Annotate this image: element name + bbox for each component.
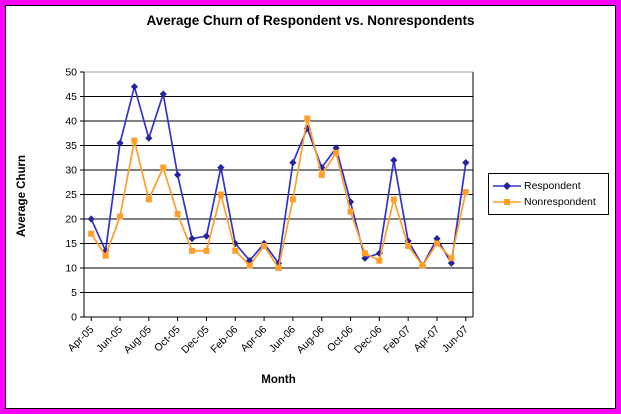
- y-tick-label: 0: [71, 312, 77, 324]
- data-point-respondent: [174, 171, 182, 179]
- x-tick-label: Feb-06: [208, 324, 240, 356]
- data-point-respondent: [87, 215, 95, 223]
- data-point-nonrespondent: [433, 240, 440, 247]
- data-point-nonrespondent: [145, 196, 152, 203]
- data-point-nonrespondent: [131, 137, 138, 144]
- y-tick-label: 45: [65, 91, 77, 103]
- data-point-respondent: [462, 159, 470, 167]
- x-tick-label: Dec-05: [179, 324, 212, 357]
- x-tick-label: Jun-07: [440, 324, 471, 355]
- data-point-respondent: [116, 139, 124, 147]
- data-point-respondent: [289, 159, 297, 167]
- data-point-respondent: [217, 163, 225, 172]
- legend-label-respondent: Respondent: [524, 180, 581, 192]
- y-tick-label: 35: [65, 140, 77, 152]
- data-point-nonrespondent: [174, 211, 181, 218]
- x-tick-label: Oct-06: [325, 324, 356, 355]
- data-point-nonrespondent: [333, 149, 340, 156]
- data-point-nonrespondent: [275, 265, 282, 271]
- x-axis-title: Month: [261, 374, 296, 386]
- data-point-nonrespondent: [405, 242, 412, 249]
- data-point-nonrespondent: [318, 171, 325, 178]
- x-tick-label: Dec-06: [352, 324, 385, 357]
- data-point-nonrespondent: [88, 230, 95, 237]
- data-point-respondent: [145, 134, 153, 142]
- legend-item-respondent: Respondent: [492, 180, 606, 192]
- x-tick-label: Aug-06: [294, 324, 327, 357]
- data-point-nonrespondent: [390, 196, 397, 203]
- data-point-respondent: [188, 235, 196, 243]
- data-point-nonrespondent: [117, 213, 124, 220]
- data-point-respondent: [433, 235, 441, 243]
- data-point-nonrespondent: [448, 255, 455, 262]
- x-tick-label: Oct-05: [152, 324, 183, 355]
- data-point-nonrespondent: [304, 115, 311, 122]
- y-tick-label: 40: [65, 116, 77, 128]
- y-tick-label: 5: [71, 287, 77, 299]
- x-tick-label: Apr-06: [238, 324, 269, 355]
- x-tick-label: Jun-05: [94, 324, 125, 355]
- y-tick-label: 10: [65, 263, 77, 275]
- y-tick-label: 20: [65, 214, 77, 226]
- data-point-respondent: [130, 83, 139, 91]
- y-tick-label: 15: [65, 238, 77, 250]
- data-point-nonrespondent: [289, 196, 296, 203]
- data-point-nonrespondent: [160, 164, 167, 171]
- data-point-respondent: [332, 144, 340, 152]
- data-point-nonrespondent: [189, 247, 196, 254]
- data-point-respondent: [246, 257, 254, 265]
- data-point-nonrespondent: [217, 191, 224, 198]
- x-tick-label: Apr-07: [411, 324, 442, 355]
- data-point-nonrespondent: [246, 262, 253, 269]
- data-point-nonrespondent: [232, 247, 239, 254]
- data-point-nonrespondent: [462, 189, 469, 196]
- y-tick-label: 30: [65, 165, 77, 177]
- series-line-respondent: [90, 85, 467, 267]
- legend-item-nonrespondent: Nonrespondent: [492, 196, 606, 208]
- data-point-respondent: [346, 198, 355, 206]
- x-tick-label: Jun-06: [267, 324, 298, 355]
- x-tick-label: Feb-07: [381, 324, 413, 356]
- respondent-line-diamond-icon: [493, 182, 521, 190]
- data-point-respondent: [375, 249, 383, 257]
- x-tick-label: Aug-05: [122, 324, 155, 357]
- data-point-nonrespondent: [102, 252, 109, 259]
- data-point-nonrespondent: [361, 250, 368, 257]
- y-tick-label: 50: [65, 67, 77, 79]
- chart-title: Average Churn of Respondent vs. Nonrespo…: [146, 13, 475, 28]
- x-tick-label: Apr-05: [66, 324, 97, 355]
- data-point-nonrespondent: [203, 247, 210, 254]
- y-tick-label: 25: [65, 189, 77, 201]
- data-point-respondent: [159, 90, 167, 98]
- data-point-nonrespondent: [347, 208, 354, 215]
- legend-label-nonrespondent: Nonrespondent: [524, 196, 596, 208]
- data-point-nonrespondent: [376, 257, 383, 264]
- data-point-respondent: [361, 254, 369, 262]
- nonrespondent-line-square-icon: [493, 199, 521, 205]
- data-point-respondent: [447, 259, 455, 267]
- legend: Respondent Nonrespondent: [488, 173, 609, 215]
- data-point-nonrespondent: [261, 242, 268, 249]
- data-point-nonrespondent: [419, 262, 426, 269]
- data-point-respondent: [390, 156, 398, 164]
- data-point-respondent: [202, 232, 211, 240]
